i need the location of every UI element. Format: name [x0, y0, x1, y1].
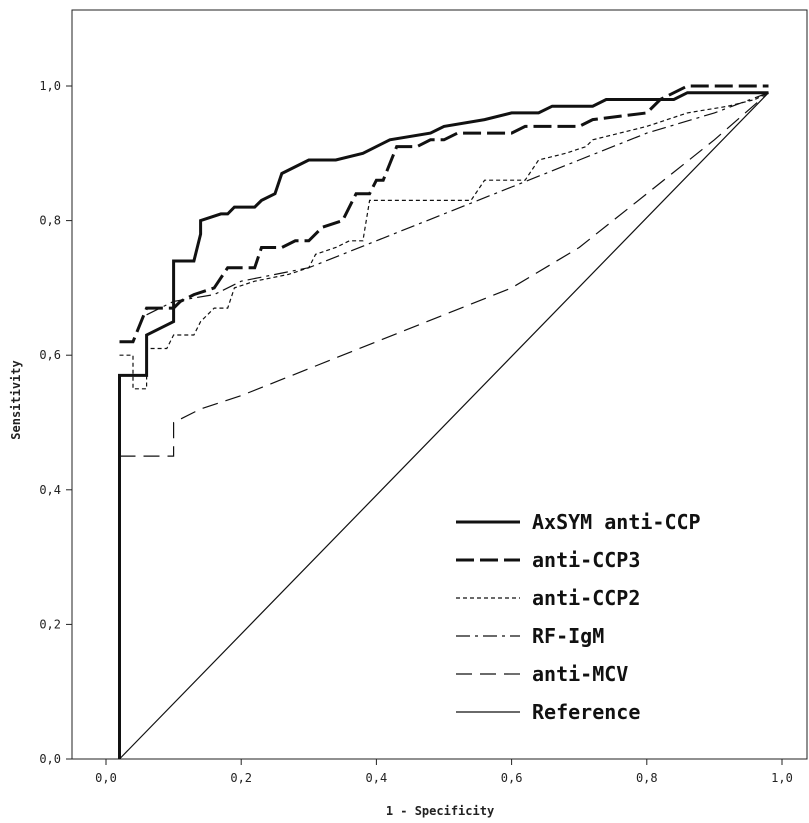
x-tick-label: 0,8: [636, 771, 658, 785]
legend-label-axsym-anti-ccp: AxSYM anti-CCP: [532, 510, 701, 534]
legend-label-anti-ccp3: anti-CCP3: [532, 548, 640, 572]
series-line-rf-igm: [146, 92, 769, 316]
y-axis-title: Sensitivity: [9, 360, 23, 439]
y-tick-label: 1,0: [39, 79, 61, 93]
series-line-axsym-anti-ccp: [118, 91, 769, 759]
series-line-anti-ccp2: [119, 92, 769, 390]
y-tick-label: 0,8: [39, 214, 61, 228]
x-axis-title: 1 - Specificity: [386, 804, 494, 818]
y-tick-label: 0,2: [39, 617, 61, 631]
y-axis: 0,0 0,2 0,4 0,6 0,8 1,0: [39, 79, 72, 766]
legend-label-reference: Reference: [532, 700, 640, 724]
x-axis: 0,0 0,2 0,4 0,6 0,8 1,0: [95, 759, 793, 785]
x-tick-label: 0,4: [366, 771, 388, 785]
plot-frame: [71, 9, 808, 760]
y-tick-label: 0,4: [39, 483, 61, 497]
series-line-anti-mcv: [119, 92, 769, 457]
x-tick-label: 0,0: [95, 771, 117, 785]
x-tick-label: 1,0: [771, 771, 793, 785]
series-line-reference: [119, 92, 769, 760]
y-tick-label: 0,0: [39, 752, 61, 766]
legend-label-anti-mcv: anti-MCV: [532, 662, 628, 686]
y-tick-label: 0,6: [39, 348, 61, 362]
x-tick-label: 0,2: [230, 771, 252, 785]
x-tick-label: 0,6: [501, 771, 523, 785]
legend-label-anti-ccp2: anti-CCP2: [532, 586, 640, 610]
legend: AxSYM anti-CCP anti-CCP3 anti-CCP2 RF-IgM an…: [456, 510, 701, 724]
legend-label-rf-igm: RF-IgM: [532, 624, 604, 648]
series-layer: [118, 84, 769, 760]
series-line-anti-ccp3: [119, 84, 769, 344]
